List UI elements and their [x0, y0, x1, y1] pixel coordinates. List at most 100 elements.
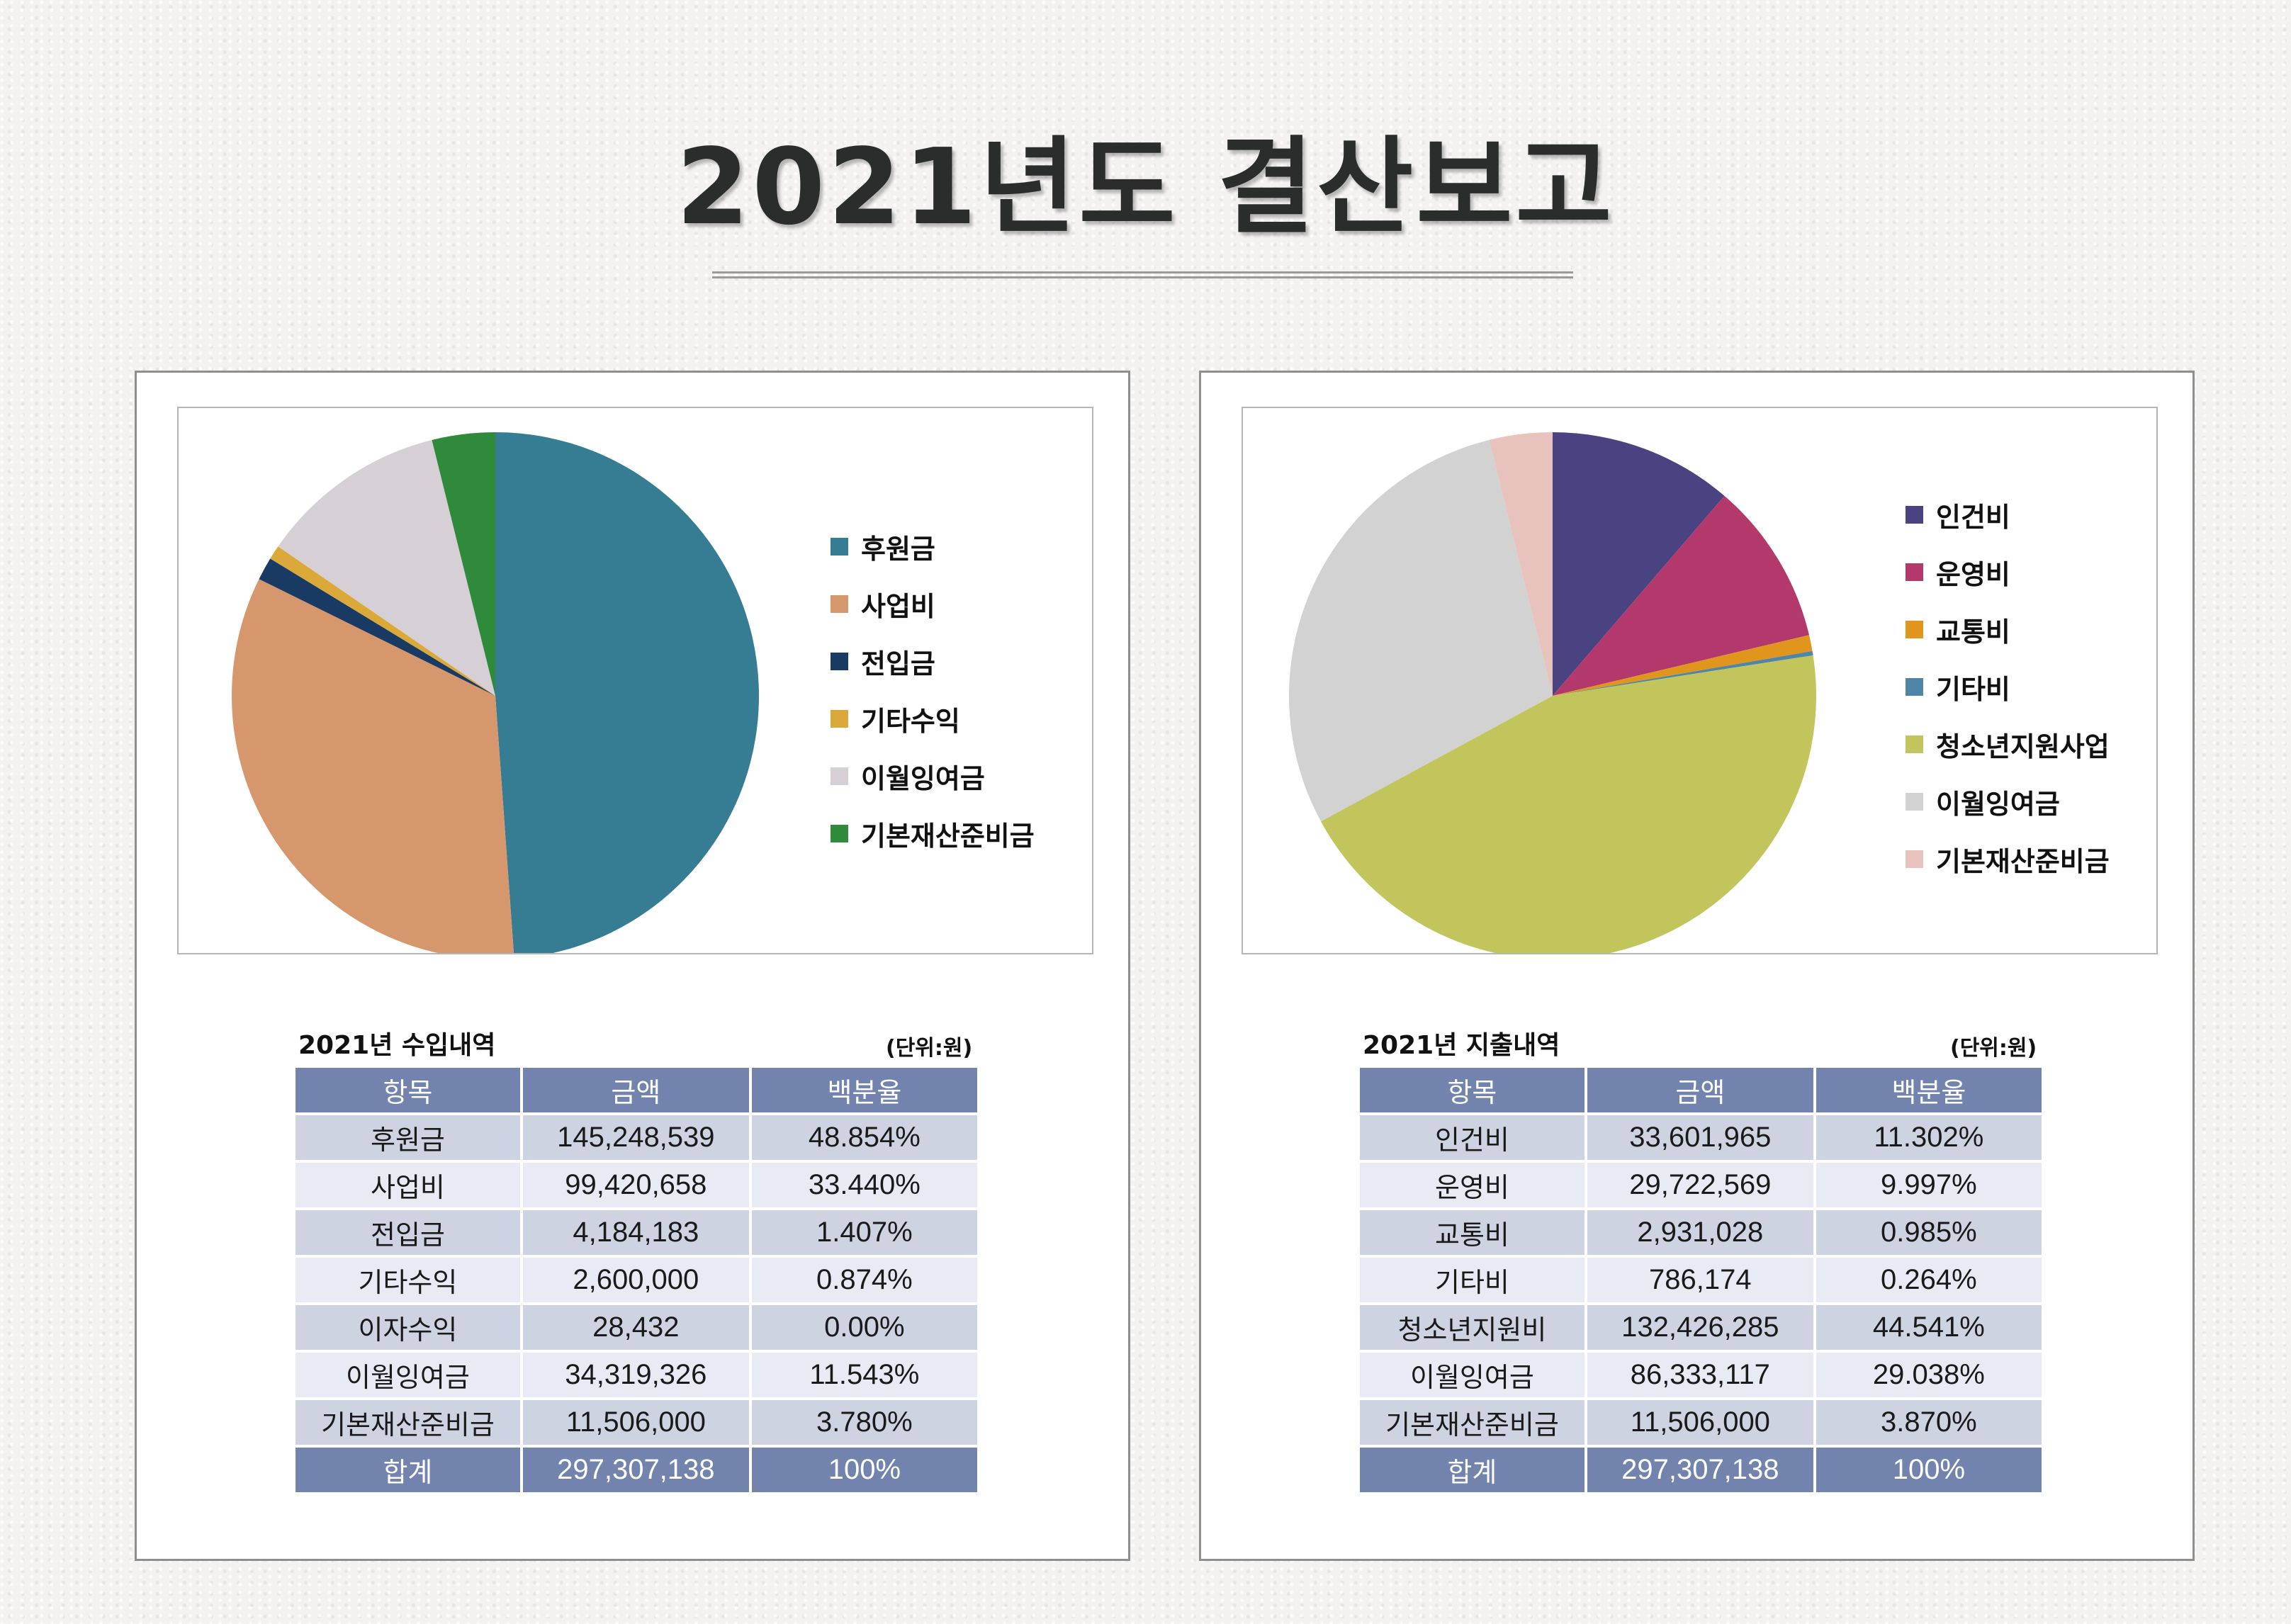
- pie-slice-5: [1289, 439, 1553, 822]
- cell-item: 이자수익: [295, 1305, 520, 1350]
- cell-amount: 29,722,569: [1587, 1163, 1813, 1207]
- pie-slice-2: [259, 558, 495, 696]
- legend-swatch: [1906, 678, 1923, 696]
- table-row: 전입금 4,184,183 1.407%: [295, 1210, 977, 1255]
- table-row: 기타비 786,174 0.264%: [1360, 1258, 2042, 1302]
- cell-percent: 11.302%: [1816, 1115, 2042, 1160]
- cell-item: 인건비: [1360, 1115, 1584, 1160]
- cell-item: 기타비: [1360, 1258, 1584, 1302]
- table-total-row: 합계 297,307,138 100%: [295, 1448, 977, 1492]
- cell-item: 이월잉여금: [295, 1353, 520, 1397]
- legend-item: 기타비: [1906, 658, 2110, 716]
- pie-slice-3: [1553, 650, 1813, 696]
- legend-swatch: [831, 825, 848, 842]
- cell-amount: 145,248,539: [522, 1115, 749, 1160]
- table-row: 교통비 2,931,028 0.985%: [1360, 1210, 2042, 1255]
- cell-amount: 28,432: [522, 1305, 749, 1350]
- legend-item: 기본재산준비금: [831, 805, 1035, 862]
- legend-label: 인건비: [1936, 502, 2010, 533]
- legend-item: 인건비: [1906, 486, 2110, 543]
- legend-label: 사업비: [861, 591, 935, 622]
- cell-amount: 11,506,000: [522, 1400, 749, 1445]
- header-percent: 백분율: [1816, 1068, 2042, 1112]
- table-row: 청소년지원비 132,426,285 44.541%: [1360, 1305, 2042, 1350]
- total-percent: 100%: [1816, 1448, 2042, 1492]
- header-amount: 금액: [522, 1068, 749, 1112]
- income-table-caption: 2021년 수입내역: [298, 1031, 496, 1060]
- legend-swatch: [1906, 506, 1923, 524]
- cell-amount: 786,174: [1587, 1258, 1813, 1302]
- legend-item: 기본재산준비금: [1906, 830, 2110, 888]
- cell-percent: 11.543%: [751, 1353, 977, 1397]
- cell-item: 운영비: [1360, 1163, 1584, 1207]
- income-pie-chart: [232, 432, 759, 953]
- legend-label: 청소년지원사업: [1936, 731, 2110, 762]
- total-item: 합계: [295, 1448, 520, 1492]
- page-title: 2021년도 결산보고: [676, 126, 1615, 248]
- cell-amount: 2,600,000: [522, 1258, 749, 1302]
- legend-label: 후원금: [861, 534, 935, 565]
- pie-slice-4: [1320, 655, 1816, 953]
- legend-item: 이월잉여금: [1906, 773, 2110, 830]
- pie-slice-5: [432, 432, 495, 696]
- cell-amount: 33,601,965: [1587, 1115, 1813, 1160]
- legend-swatch: [1906, 793, 1923, 811]
- header-percent: 백분율: [751, 1068, 977, 1112]
- header-item: 항목: [1360, 1068, 1584, 1112]
- expense-table: 항목 금액 백분율 인건비 33,601,965 11.302% 운영비 29,722,…: [1357, 1065, 2044, 1495]
- cell-item: 기본재산준비금: [1360, 1400, 1584, 1445]
- pie-slice-4: [278, 439, 495, 696]
- table-row: 기타수익 2,600,000 0.874%: [295, 1258, 977, 1302]
- title-underline: [712, 271, 1573, 278]
- legend-label: 기본재산준비금: [861, 821, 1035, 852]
- legend-swatch: [1906, 850, 1923, 868]
- total-amount: 297,307,138: [522, 1448, 749, 1492]
- income-panel: 후원금 사업비 전입금 기타수익 이월잉여금 기본재산준비금 2021년 수입내역 (단위…: [135, 371, 1130, 1561]
- legend-item: 운영비: [1906, 543, 2110, 601]
- cell-amount: 2,931,028: [1587, 1210, 1813, 1255]
- cell-item: 청소년지원비: [1360, 1305, 1584, 1350]
- total-item: 합계: [1360, 1448, 1584, 1492]
- cell-amount: 99,420,658: [522, 1163, 749, 1207]
- legend-label: 기타수익: [861, 706, 960, 737]
- legend-item: 이월잉여금: [831, 748, 1035, 805]
- cell-percent: 9.997%: [1816, 1163, 2042, 1207]
- income-legend: 후원금 사업비 전입금 기타수익 이월잉여금 기본재산준비금: [831, 518, 1035, 862]
- legend-item: 교통비: [1906, 601, 2110, 658]
- pie-slice-6: [1489, 432, 1553, 696]
- pie-slice-1: [1553, 495, 1809, 696]
- table-total-row: 합계 297,307,138 100%: [1360, 1448, 2042, 1492]
- legend-label: 이월잉여금: [861, 763, 985, 794]
- cell-amount: 34,319,326: [522, 1353, 749, 1397]
- cell-percent: 3.780%: [751, 1400, 977, 1445]
- legend-label: 교통비: [1936, 616, 2010, 648]
- legend-swatch: [1906, 735, 1923, 753]
- legend-swatch: [1906, 563, 1923, 581]
- header-amount: 금액: [1587, 1068, 1813, 1112]
- cell-item: 전입금: [295, 1210, 520, 1255]
- cell-percent: 1.407%: [751, 1210, 977, 1255]
- legend-swatch: [831, 767, 848, 785]
- table-row: 이월잉여금 86,333,117 29.038%: [1360, 1353, 2042, 1397]
- table-row: 운영비 29,722,569 9.997%: [1360, 1163, 2042, 1207]
- cell-amount: 86,333,117: [1587, 1353, 1813, 1397]
- cell-percent: 0.874%: [751, 1258, 977, 1302]
- cell-percent: 29.038%: [1816, 1353, 2042, 1397]
- legend-item: 후원금: [831, 518, 1035, 575]
- table-row: 인건비 33,601,965 11.302%: [1360, 1115, 2042, 1160]
- expense-panel: 인건비 운영비 교통비 기타비 청소년지원사업 이월잉여금 기본재산준비금 2021년 지출…: [1199, 371, 2195, 1561]
- cell-amount: 11,506,000: [1587, 1400, 1813, 1445]
- cell-item: 기타수익: [295, 1258, 520, 1302]
- legend-swatch: [831, 595, 848, 613]
- pie-slice-2: [1553, 635, 1813, 696]
- legend-label: 운영비: [1936, 559, 2010, 590]
- legend-label: 이월잉여금: [1936, 789, 2060, 820]
- cell-item: 사업비: [295, 1163, 520, 1207]
- cell-percent: 0.985%: [1816, 1210, 2042, 1255]
- cell-amount: 4,184,183: [522, 1210, 749, 1255]
- cell-amount: 132,426,285: [1587, 1305, 1813, 1350]
- cell-percent: 0.264%: [1816, 1258, 2042, 1302]
- table-header-row: 항목 금액 백분율: [295, 1068, 977, 1112]
- legend-item: 기타수익: [831, 690, 1035, 748]
